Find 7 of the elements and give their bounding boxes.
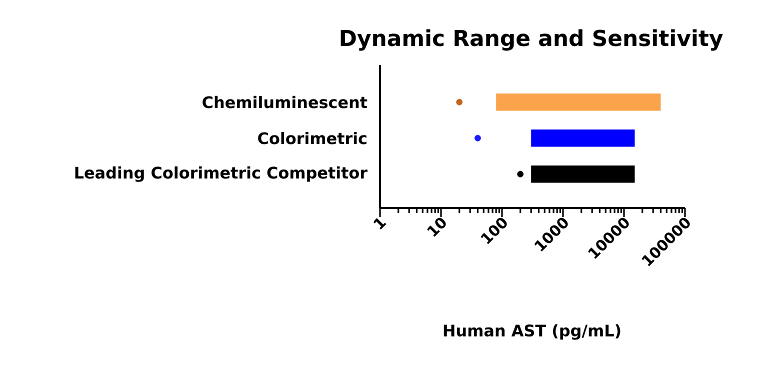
y-tick-label: Chemiluminescent bbox=[202, 96, 368, 108]
y-tick-label: Colorimetric bbox=[258, 132, 366, 144]
chart-title: Dynamic Range and Sensitivity bbox=[340, 29, 723, 51]
x-axis-title: Human AST (pg/mL) bbox=[444, 324, 620, 340]
x-tick-label: 1 bbox=[374, 218, 386, 230]
x-tick-label: 10 bbox=[427, 218, 446, 237]
y-tick-label: Leading Colorimetric Competitor bbox=[75, 166, 368, 182]
